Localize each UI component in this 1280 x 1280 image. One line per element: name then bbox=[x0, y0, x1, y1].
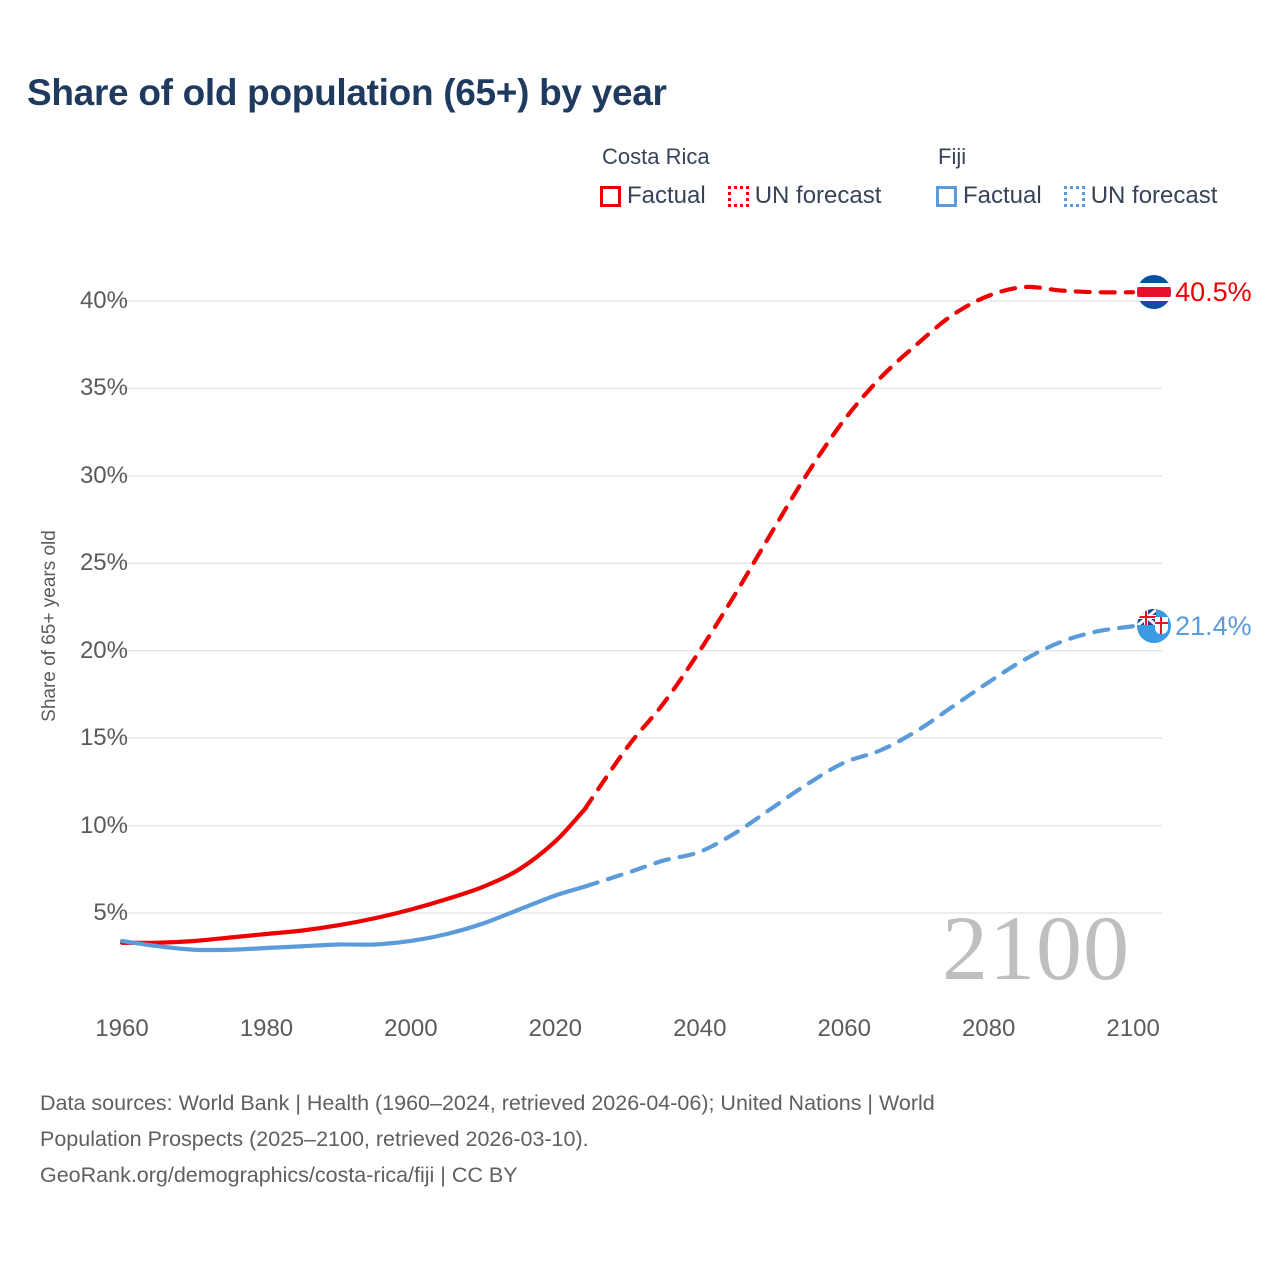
footer-line-sources-2: Population Prospects (2025–2100, retriev… bbox=[40, 1127, 589, 1151]
legend-item-costa-rica-forecast[interactable]: UN forecast bbox=[727, 182, 882, 210]
y-axis-tick-label: 25% bbox=[79, 549, 128, 577]
series-line-costa-rica-factual bbox=[119, 805, 589, 945]
y-axis-tick-label: 30% bbox=[79, 461, 128, 489]
chart-footer: Data sources: World Bank | Health (1960–… bbox=[40, 1086, 1180, 1192]
series-line-fiji-forecast bbox=[582, 624, 1136, 889]
y-axis-title: Share of 65+ years old bbox=[39, 530, 60, 722]
legend-row: Factual UN forecast bbox=[600, 182, 936, 210]
legend-country-label: Fiji bbox=[938, 144, 967, 169]
fiji-flag-icon bbox=[1137, 609, 1172, 644]
y-axis-tick-label: 15% bbox=[79, 724, 128, 752]
y-axis-tick-label: 10% bbox=[79, 811, 128, 839]
x-axis-tick-label: 1960 bbox=[95, 1015, 149, 1042]
costa-rica-flag-icon bbox=[1137, 275, 1172, 310]
y-axis-tick-label: 35% bbox=[79, 374, 128, 402]
legend-item-label: UN forecast bbox=[1090, 182, 1218, 209]
legend-swatch-dotted-icon bbox=[727, 185, 749, 207]
legend-group-fiji: Fiji Factual UN forecast bbox=[936, 144, 1256, 210]
chart-series-lines bbox=[119, 284, 1136, 953]
legend-group-costa-rica: Costa Rica Factual UN forecast bbox=[600, 144, 936, 210]
page-title: Share of old population (65+) by year bbox=[27, 72, 667, 113]
footer-line-attribution[interactable]: GeoRank.org/demographics/costa-rica/fiji… bbox=[40, 1163, 518, 1187]
x-axis-tick-label: 1980 bbox=[239, 1015, 294, 1042]
footer-line-sources-1: Data sources: World Bank | Health (1960–… bbox=[40, 1091, 935, 1115]
endpoint-costa-rica: 40.5% bbox=[1137, 275, 1252, 310]
legend-item-fiji-forecast[interactable]: UN forecast bbox=[1063, 182, 1218, 210]
legend-item-label: Factual bbox=[627, 182, 706, 209]
legend-item-costa-rica-factual[interactable]: Factual bbox=[600, 182, 706, 210]
x-axis-tick-label: 2040 bbox=[673, 1015, 727, 1042]
series-line-fiji-factual bbox=[119, 884, 589, 953]
y-axis-tick-label: 20% bbox=[79, 636, 128, 664]
chart-gridlines bbox=[116, 300, 1162, 914]
x-axis-tick-label: 2100 bbox=[1106, 1015, 1160, 1042]
series-line-costa-rica-forecast bbox=[582, 284, 1136, 812]
chart-legend: Costa Rica Factual UN forecast Fiji Fact… bbox=[600, 144, 1256, 210]
legend-item-label: Factual bbox=[963, 182, 1042, 209]
legend-swatch-solid-icon bbox=[600, 185, 621, 207]
y-axis-tick-label: 5% bbox=[93, 899, 128, 926]
legend-item-label: UN forecast bbox=[754, 182, 882, 209]
legend-country-label: Costa Rica bbox=[602, 144, 710, 169]
legend-swatch-solid-icon bbox=[936, 185, 957, 207]
x-axis-tick-label: 2020 bbox=[528, 1015, 583, 1042]
endpoint-value-label: 40.5% bbox=[1175, 276, 1252, 307]
endpoint-fiji: 21.4% bbox=[1137, 609, 1252, 644]
legend-swatch-dotted-icon bbox=[1063, 185, 1085, 207]
x-axis-tick-label: 2060 bbox=[817, 1015, 871, 1042]
x-axis-tick-label: 2080 bbox=[961, 1015, 1016, 1042]
year-watermark: 2100 bbox=[942, 897, 1130, 999]
legend-item-fiji-factual[interactable]: Factual bbox=[936, 182, 1042, 210]
y-axis-tick-label: 40% bbox=[79, 287, 128, 314]
legend-row: Factual UN forecast bbox=[936, 182, 1256, 210]
endpoint-value-label: 21.4% bbox=[1175, 610, 1252, 641]
x-axis-tick-label: 2000 bbox=[384, 1015, 438, 1042]
